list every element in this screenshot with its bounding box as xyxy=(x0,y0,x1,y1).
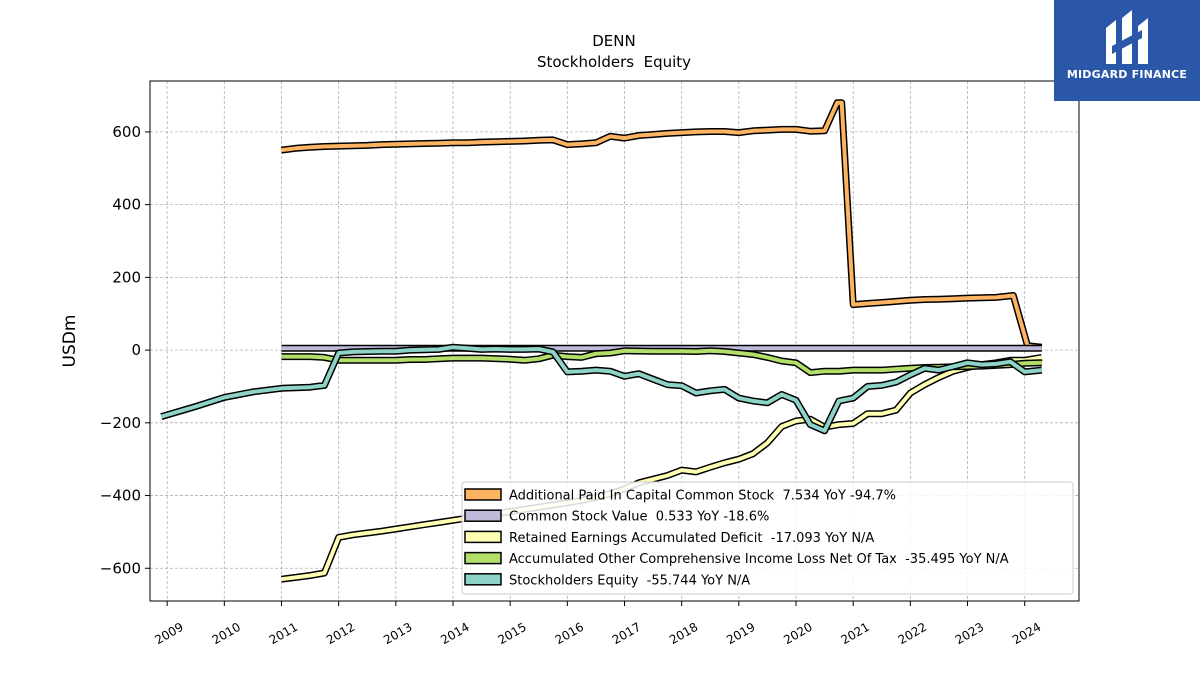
x-tick-label: 2017 xyxy=(610,620,643,647)
series-line xyxy=(160,345,1043,433)
legend-swatch xyxy=(464,530,502,544)
x-tick-label: 2011 xyxy=(267,620,300,647)
y-tick-label: 0 xyxy=(131,341,141,359)
x-tick-label: 2009 xyxy=(152,620,185,647)
x-tick-label: 2024 xyxy=(1010,620,1043,647)
chart-title: DENN xyxy=(592,32,635,50)
logo-mark-icon xyxy=(1106,10,1148,64)
legend-label: Additional Paid In Capital Common Stock … xyxy=(509,489,896,504)
legend-swatch xyxy=(464,573,502,586)
legend-label: Retained Earnings Accumulated Deficit -1… xyxy=(509,531,874,546)
x-tick-label: 2014 xyxy=(438,620,471,647)
x-tick-label: 2013 xyxy=(381,620,414,647)
legend-label: Accumulated Other Comprehensive Income L… xyxy=(509,552,1009,567)
y-axis-label: USDm xyxy=(60,315,80,368)
y-tick-label: −400 xyxy=(100,487,141,505)
x-tick-label: 2021 xyxy=(838,620,871,647)
series-line xyxy=(281,355,1043,582)
x-tick-label: 2019 xyxy=(724,620,757,647)
chart-subtitle: Stockholders Equity xyxy=(537,53,691,71)
y-tick-label: −600 xyxy=(100,559,141,577)
series-line-outline xyxy=(281,99,1043,351)
legend-swatch xyxy=(464,551,502,565)
axes-frame xyxy=(149,80,1080,602)
y-tick-label: −200 xyxy=(100,414,141,432)
legend-swatch xyxy=(464,509,502,522)
y-tick-label: 200 xyxy=(112,268,141,286)
x-tick-label: 2015 xyxy=(495,620,528,647)
x-tick-label: 2016 xyxy=(553,620,586,647)
series-line xyxy=(281,100,1043,350)
legend-label: Common Stock Value 0.533 YoY -18.6% xyxy=(509,510,769,525)
series-group xyxy=(160,99,1043,583)
x-tick-label: 2022 xyxy=(896,620,929,647)
midgard-finance-logo: MIDGARD FINANCE xyxy=(1054,0,1200,101)
grid xyxy=(150,81,1079,601)
x-tick-label: 2023 xyxy=(953,620,986,647)
x-tick-label: 2012 xyxy=(324,620,357,647)
x-tick-label: 2018 xyxy=(667,620,700,647)
logo-text: MIDGARD FINANCE xyxy=(1066,68,1188,81)
legend: Additional Paid In Capital Common Stock … xyxy=(461,481,1074,595)
legend-label: Stockholders Equity -55.744 YoY N/A xyxy=(509,573,750,588)
y-tick-label: 600 xyxy=(112,123,141,141)
x-tick-label: 2020 xyxy=(781,620,814,647)
legend-box xyxy=(461,481,1074,595)
y-tick-label: 400 xyxy=(112,196,141,214)
x-tick-label: 2010 xyxy=(210,620,243,647)
legend-swatch xyxy=(464,488,502,501)
